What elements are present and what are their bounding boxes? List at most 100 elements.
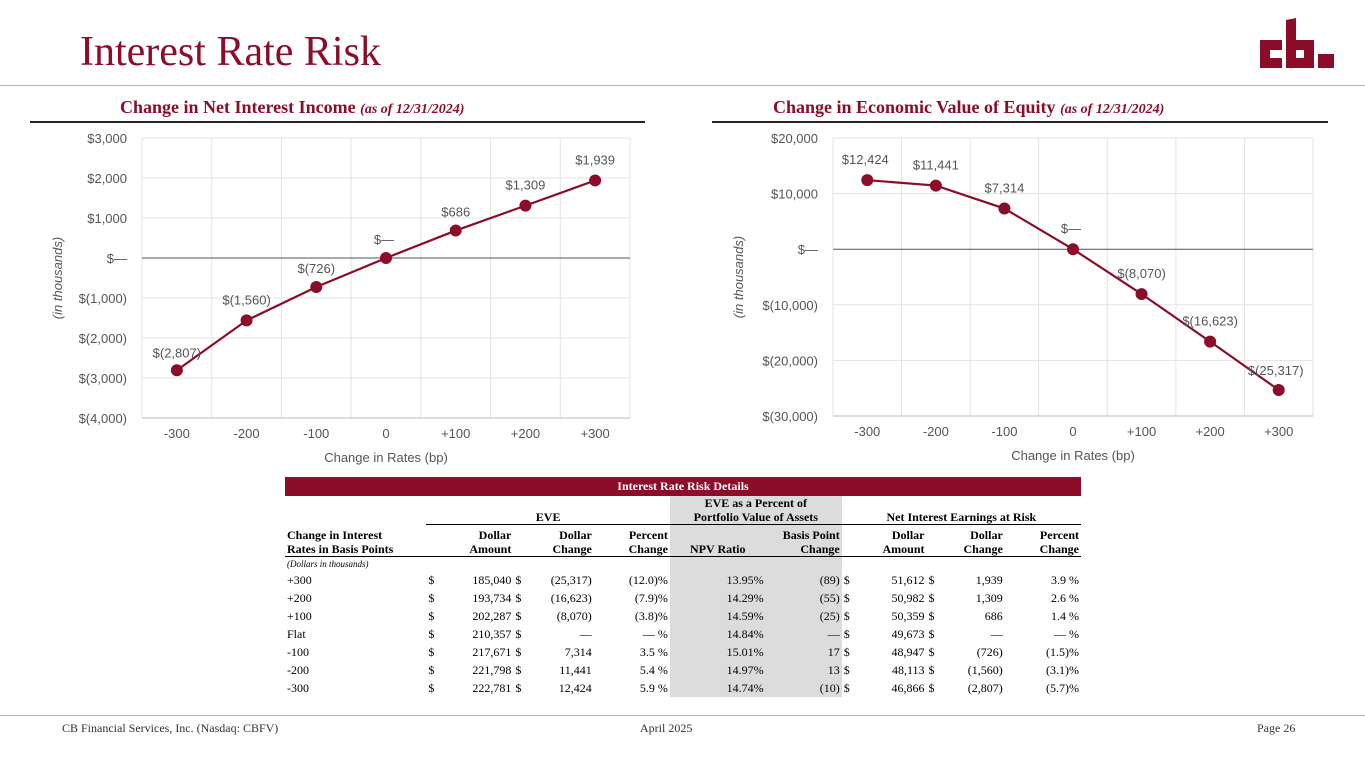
col-npv-header: NPV Ratio	[669, 524, 766, 557]
y-tick-label: $10,000	[771, 187, 818, 202]
cell-eve-amt: 185,040	[472, 572, 512, 587]
cell-rate: +200	[287, 590, 312, 605]
cell-eve-pct: — %	[642, 626, 668, 641]
cell-npv: 13.95%	[669, 570, 766, 589]
nii-group-header: Net Interest Earnings at Risk	[841, 496, 1081, 525]
nii-title-rule	[30, 121, 645, 123]
x-tick-label: +200	[1195, 424, 1224, 439]
data-point	[519, 199, 532, 212]
cell-nii-pct: — %	[1054, 626, 1079, 641]
col-eve-change-header: Dollar Change	[513, 524, 594, 557]
cell-rate: -100	[287, 644, 309, 659]
cell-eve-amt: 210,357	[472, 626, 512, 641]
cell-rate: -300	[287, 680, 309, 695]
currency-symbol: $	[428, 590, 435, 605]
cell-eve-pct: 3.5 %	[639, 644, 668, 659]
y-tick-label: $(30,000)	[762, 409, 818, 424]
currency-symbol: $	[428, 626, 435, 641]
currency-symbol: $	[928, 626, 935, 641]
x-tick-label: +100	[1127, 424, 1156, 439]
x-axis-title: Change in Rates (bp)	[1011, 448, 1135, 463]
data-label: $1,939	[575, 152, 615, 167]
eve-pct-group-header: EVE as a Percent of Portfolio Value of As…	[669, 496, 842, 525]
y-tick-label: $(1,000)	[79, 291, 127, 306]
company-logo-icon	[1260, 18, 1334, 68]
cell-nii-chg: (726)	[976, 644, 1003, 659]
table-banner: Interest Rate Risk Details	[285, 477, 1081, 496]
cell-nii-amt: 48,947	[891, 644, 925, 659]
footer-divider	[0, 715, 1365, 716]
cell-nii-chg: —	[990, 626, 1003, 641]
interest-rate-risk-table: Interest Rate Risk Details EVE EVE as a …	[285, 477, 1081, 697]
cell-bp: (25)	[765, 606, 842, 625]
cell-nii-amt: 50,982	[891, 590, 925, 605]
cell-eve-chg: 11,441	[559, 662, 592, 677]
currency-symbol: $	[843, 680, 850, 695]
currency-symbol: $	[843, 626, 850, 641]
x-axis-title: Change in Rates (bp)	[324, 450, 448, 465]
x-tick-label: 0	[1069, 424, 1076, 439]
currency-symbol: $	[515, 590, 522, 605]
x-tick-label: +300	[1264, 424, 1293, 439]
x-tick-label: +300	[580, 426, 609, 441]
y-tick-label: $(10,000)	[762, 298, 818, 313]
cell-npv: 14.29%	[669, 588, 766, 607]
data-point	[1067, 243, 1079, 256]
cell-nii-pct: 2.6 %	[1051, 590, 1079, 605]
x-tick-label: +200	[511, 426, 540, 441]
data-label: $1,309	[506, 178, 546, 193]
cell-nii-chg: (2,807)	[967, 680, 1003, 695]
currency-symbol: $	[515, 626, 522, 641]
table-row: +300 $185,040 $ (25,317) (12.0)% 13.95% (89) $5…	[285, 570, 1081, 589]
cell-nii-amt: 49,673	[891, 626, 925, 641]
cell-rate: -200	[287, 662, 309, 677]
data-label: $(1,560)	[222, 292, 270, 307]
y-tick-label: $2,000	[87, 171, 127, 186]
data-point	[1204, 335, 1217, 348]
currency-symbol: $	[843, 572, 850, 587]
cell-eve-chg: (25,317)	[550, 572, 592, 587]
cell-nii-pct: 3.9 %	[1051, 572, 1079, 587]
currency-symbol: $	[428, 608, 435, 623]
cell-npv: 15.01%	[669, 642, 766, 661]
table-row: Flat $210,357 $ — — % 14.84% — $49,673 $ — — %	[285, 624, 1081, 643]
data-label: $11,441	[913, 158, 959, 173]
series-line	[867, 179, 1280, 391]
y-tick-label: $—	[107, 251, 127, 266]
col-nii-change-header: Dollar Change	[926, 524, 1005, 557]
x-tick-label: -200	[923, 424, 949, 439]
table-row: +100 $202,287 $ (8,070) (3.8)% 14.59% (25) $50,…	[285, 606, 1081, 625]
data-label: $686	[441, 205, 470, 220]
cell-eve-amt: 221,798	[472, 662, 512, 677]
cell-eve-chg: (16,623)	[550, 590, 592, 605]
col-rate-header: Change in Interest Rates in Basis Points	[285, 524, 427, 557]
data-point	[380, 252, 392, 264]
cell-nii-pct: (1.5)%	[1046, 644, 1079, 659]
currency-symbol: $	[928, 662, 935, 677]
data-label: $12,424	[842, 152, 889, 167]
data-point	[589, 174, 602, 187]
eve-title-rule	[712, 121, 1328, 123]
currency-symbol: $	[928, 572, 935, 587]
table-row: -100 $217,671 $7,314 3.5 % 15.01% 17 $48,947 $(…	[285, 642, 1081, 661]
x-tick-label: -100	[303, 426, 329, 441]
y-tick-label: $20,000	[771, 131, 818, 146]
x-tick-label: +100	[441, 426, 470, 441]
cell-eve-chg: —	[579, 626, 592, 641]
cell-eve-pct: (7.9)%	[634, 590, 668, 605]
currency-symbol: $	[515, 680, 522, 695]
currency-symbol: $	[428, 572, 435, 587]
data-point	[1135, 288, 1148, 301]
cell-bp: 17	[765, 642, 842, 661]
cell-nii-amt: 50,359	[891, 608, 925, 623]
cell-nii-chg: 1,939	[975, 572, 1003, 587]
footer-date: April 2025	[640, 721, 693, 735]
eve-group-header: EVE	[426, 496, 670, 525]
data-point	[170, 364, 183, 377]
cell-npv: 14.59%	[669, 606, 766, 625]
col-bp-header: Basis Point Change	[765, 524, 842, 557]
data-point	[449, 224, 462, 237]
y-tick-label: $(2,000)	[79, 331, 127, 346]
y-axis-title: (in thousands)	[50, 237, 65, 319]
cell-nii-chg: 1,309	[975, 590, 1003, 605]
